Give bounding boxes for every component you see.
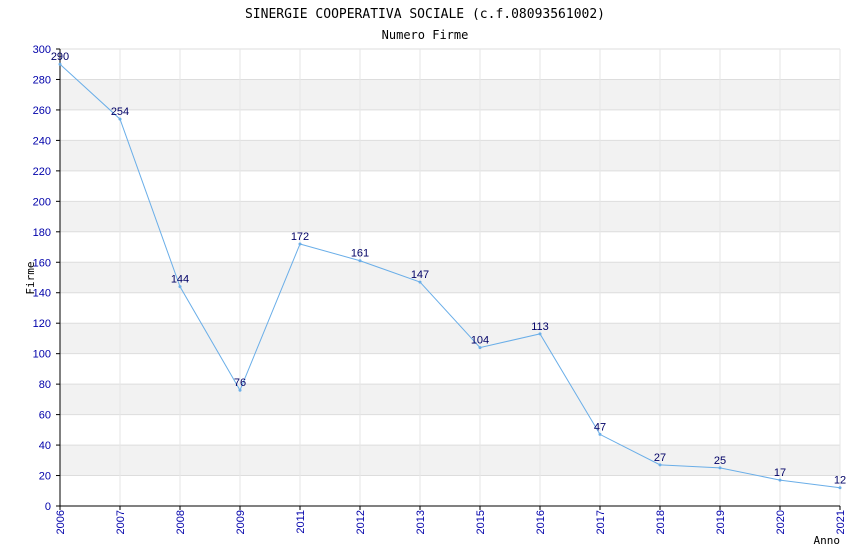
data-label: 12: [834, 475, 846, 487]
data-label: 144: [171, 274, 189, 286]
y-tick-label: 260: [33, 105, 51, 117]
x-tick-label: 2020: [775, 510, 787, 534]
data-label: 161: [351, 248, 369, 260]
x-tick-label: 2017: [595, 510, 607, 534]
data-point: [358, 259, 362, 263]
data-labels: 290 254 144 76 172 161 147 104 113 47 27 25 17 12: [51, 51, 846, 486]
y-tick-labels: 0 20 40 60 80 100 120 140 160 180 200 220 240 260 280 3…: [33, 44, 51, 513]
grid-band: [60, 140, 840, 171]
data-label: 27: [654, 452, 666, 464]
grid-bands: [60, 79, 840, 476]
data-label: 25: [714, 455, 726, 467]
y-tick-label: 240: [33, 135, 51, 147]
grid-band: [60, 201, 840, 232]
data-point: [418, 280, 422, 284]
data-point: [298, 242, 302, 246]
chart-title: SINERGIE COOPERATIVA SOCIALE (c.f.080935…: [245, 7, 605, 22]
data-point: [58, 62, 62, 66]
data-label: 147: [411, 269, 429, 281]
y-tick-label: 20: [39, 471, 51, 483]
grid-band: [60, 445, 840, 476]
grid-band: [60, 262, 840, 293]
data-point: [238, 388, 242, 392]
data-label: 290: [51, 51, 69, 63]
data-point: [598, 432, 602, 436]
y-tick-label: 60: [39, 410, 51, 422]
data-point: [478, 346, 482, 350]
x-tick-labels: 2006 2007 2008 2009 2011 2012 2013 2015 2016 2017…: [55, 510, 847, 534]
x-tick-label: 2007: [115, 510, 127, 534]
y-tick-label: 80: [39, 379, 51, 391]
y-tick-label: 160: [33, 257, 51, 269]
data-label: 104: [471, 335, 489, 347]
x-tick-label: 2015: [475, 510, 487, 534]
data-point: [178, 285, 182, 289]
data-label: 17: [774, 467, 786, 479]
data-point: [838, 486, 842, 490]
x-tick-label: 2016: [535, 510, 547, 534]
series-line: [59, 63, 841, 489]
axes: [56, 48, 841, 510]
x-tick-label: 2012: [355, 510, 367, 534]
x-axis-label: Anno: [814, 534, 841, 547]
grid-band: [60, 79, 840, 110]
data-point: [658, 463, 662, 467]
data-label: 47: [594, 421, 606, 433]
y-tick-label: 180: [33, 227, 51, 239]
y-tick-label: 0: [45, 501, 51, 513]
x-tick-label: 2018: [655, 510, 667, 534]
y-tick-label: 120: [33, 318, 51, 330]
y-tick-label: 200: [33, 196, 51, 208]
x-tick-label: 2011: [295, 510, 307, 534]
x-tick-label: 2013: [415, 510, 427, 534]
data-point: [538, 332, 542, 336]
y-tick-label: 300: [33, 44, 51, 56]
grid-band: [60, 384, 840, 415]
x-tick-label: 2006: [55, 510, 67, 534]
grid-band: [60, 323, 840, 354]
x-tick-label: 2008: [175, 510, 187, 534]
chart-subtitle: Numero Firme: [382, 28, 469, 42]
series-group: [58, 62, 842, 490]
x-tick-label: 2019: [715, 510, 727, 534]
x-tick-label: 2021: [835, 510, 847, 534]
data-point: [718, 466, 722, 470]
data-label: 254: [111, 106, 129, 118]
data-label: 76: [234, 377, 246, 389]
data-point: [778, 478, 782, 482]
y-axis-label: Firme: [24, 261, 37, 294]
data-point: [118, 117, 122, 121]
y-tick-label: 220: [33, 166, 51, 178]
y-tick-label: 140: [33, 288, 51, 300]
y-tick-label: 280: [33, 74, 51, 86]
data-label: 172: [291, 231, 309, 243]
data-label: 113: [531, 321, 549, 333]
y-tick-label: 100: [33, 349, 51, 361]
y-tick-label: 40: [39, 440, 51, 452]
x-tick-label: 2009: [235, 510, 247, 534]
